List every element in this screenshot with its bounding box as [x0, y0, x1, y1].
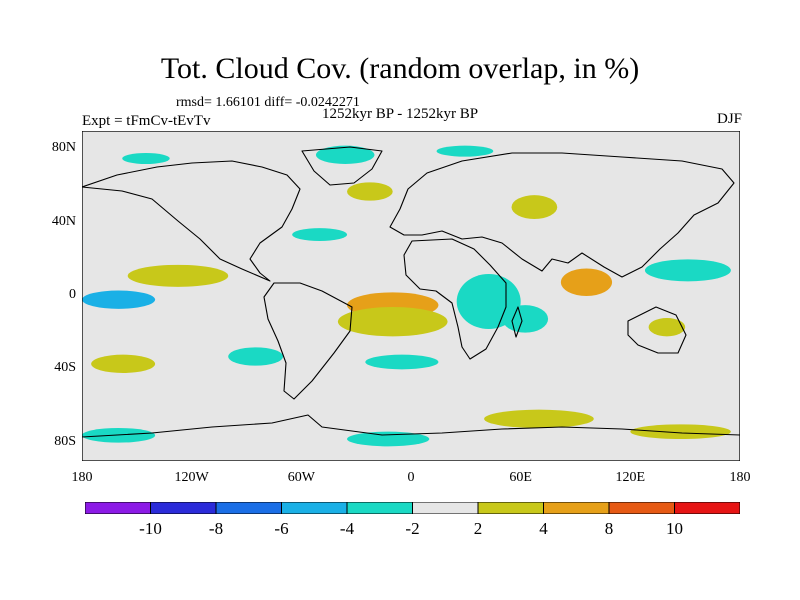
lat-label: 80N [51, 140, 76, 156]
patch-greenland-arctic [315, 145, 375, 164]
colorbar-bin [477, 502, 544, 514]
experiment-label: Expt = tFmCv-tEvTv [82, 113, 211, 129]
patch-south-atlantic-mid [365, 354, 439, 370]
colorbar-bin [412, 502, 479, 514]
patch-north-atlantic [347, 182, 393, 201]
lon-label: 0 [407, 470, 415, 485]
patch-north-pacific [122, 153, 170, 164]
coast-north-america [82, 160, 301, 282]
colorbar-bin [543, 502, 610, 514]
coastlines [82, 146, 740, 438]
season-label: DJF [716, 111, 742, 127]
patch-south-pacific-east [228, 347, 284, 366]
patch-indian-ocean [502, 305, 549, 333]
patch-east-pacific-north [127, 264, 229, 287]
colorbar-bin [674, 502, 740, 514]
colorbar-label: 2 [473, 519, 483, 538]
lat-label: 80S [54, 433, 76, 449]
coast-antarctica [82, 414, 740, 438]
coast-eurasia [389, 152, 735, 278]
patch-southern-ocean-south-atlantic [347, 431, 430, 447]
colorbar-bin [85, 502, 151, 514]
lon-label: 180 [71, 470, 93, 485]
colorbar-label: 4 [539, 519, 548, 538]
patch-south-pacific [91, 354, 156, 373]
colorbar-label: 10 [666, 519, 683, 538]
lon-label: 60E [509, 470, 532, 485]
lat-label: 0 [69, 287, 76, 302]
patch-australia [648, 318, 686, 337]
colorbar [85, 502, 740, 514]
colorbar-bin [150, 502, 217, 514]
coast-greenland [301, 146, 383, 186]
period-label: 1252kyr BP - 1252kyr BP [322, 106, 479, 122]
colorbar-label: -10 [139, 519, 162, 538]
figure-title: Tot. Cloud Cov. (random overlap, in %) [160, 52, 640, 85]
patch-south-atlantic [337, 307, 448, 337]
patch-central-asia [511, 195, 558, 219]
colorbar-label: -8 [208, 519, 224, 538]
colorbar-label: 8 [604, 519, 614, 538]
lon-label: 60W [287, 470, 315, 485]
anomaly-patches [82, 145, 731, 447]
patch-east-pacific-eq [82, 290, 156, 309]
lat-label: 40S [54, 360, 76, 376]
coast-australia [627, 306, 687, 354]
colorbar-label: -6 [274, 519, 289, 538]
coast-south-america [263, 282, 353, 400]
stats-label: rmsd= 1.66101 diff= -0.0242271 [176, 95, 360, 110]
colorbar-bin [346, 502, 413, 514]
coast-africa [403, 238, 507, 360]
lon-label: 120E [615, 470, 646, 485]
world-map [82, 131, 740, 461]
colorbar-bin [215, 502, 282, 514]
colorbar-bin [281, 502, 348, 514]
patch-southern-ocean-indian [484, 409, 594, 429]
colorbar-label: -2 [405, 519, 420, 538]
lon-label: 180 [729, 470, 751, 485]
patch-north-atlantic-sub [292, 228, 348, 241]
patch-west-pacific [644, 259, 731, 282]
patch-bay-of-bengal [560, 268, 613, 296]
lon-label: 120W [174, 470, 209, 485]
coast-madagascar [511, 306, 523, 338]
colorbar-label: -4 [339, 519, 355, 538]
patch-arctic-europe [436, 145, 494, 157]
colorbar-bin [608, 502, 675, 514]
lat-label: 40N [51, 213, 76, 229]
patch-southern-ocean-pacific [630, 424, 731, 439]
